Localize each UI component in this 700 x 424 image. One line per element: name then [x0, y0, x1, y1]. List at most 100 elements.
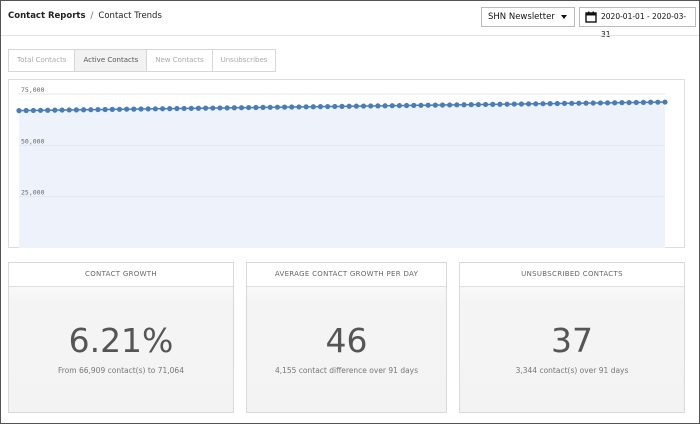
data-point: [152, 106, 158, 112]
stat-card-contact-growth: CONTACT GROWTH 6.21% From 66,909 contact…: [8, 262, 234, 413]
stat-card-detail: 3,344 contact(s) over 91 days: [515, 366, 629, 375]
data-point: [418, 102, 424, 108]
y-tick-label: 25,000: [21, 189, 45, 197]
data-point: [296, 104, 302, 110]
data-point: [267, 104, 273, 110]
data-point: [597, 100, 604, 106]
data-point: [540, 101, 546, 107]
data-point: [475, 101, 481, 108]
data-point: [468, 102, 474, 108]
data-point: [253, 104, 259, 111]
data-point: [325, 103, 331, 110]
data-point: [145, 106, 151, 112]
data-point: [504, 101, 510, 107]
data-point: [109, 106, 115, 112]
data-point: [576, 100, 582, 106]
data-point: [490, 101, 496, 107]
data-point: [159, 106, 166, 112]
data-point: [188, 105, 194, 111]
data-point: [317, 104, 324, 110]
data-point: [411, 102, 417, 108]
data-point: [303, 104, 309, 110]
data-point: [439, 102, 446, 108]
data-point: [260, 104, 266, 110]
data-point: [73, 107, 80, 113]
stat-card-value: 46: [325, 321, 368, 360]
data-point: [289, 104, 295, 110]
data-point: [547, 101, 553, 107]
tab-new-contacts[interactable]: New Contacts: [146, 49, 213, 72]
y-tick-label: 75,000: [21, 86, 45, 94]
chart-area-fill: [19, 102, 665, 248]
stat-card-value: 37: [551, 321, 593, 360]
data-point: [375, 103, 381, 109]
tab-active-contacts[interactable]: Active Contacts: [74, 49, 148, 72]
list-select[interactable]: SHN Newsletter: [481, 7, 575, 27]
data-point: [382, 103, 388, 109]
data-point: [88, 107, 94, 113]
data-point: [432, 102, 438, 108]
data-point: [174, 105, 180, 112]
calendar-icon: [585, 11, 597, 23]
data-point: [447, 102, 453, 108]
data-point: [81, 107, 87, 113]
breadcrumb: Contact Reports / Contact Trends: [8, 11, 162, 21]
date-range-value: 2020-01-01 - 2020-03-31: [601, 12, 687, 39]
data-point: [95, 106, 101, 113]
data-point: [353, 103, 359, 109]
data-point: [238, 105, 245, 111]
data-point: [66, 107, 72, 113]
stat-card-title: AVERAGE CONTACT GROWTH PER DAY: [247, 263, 446, 287]
stat-card-value: 6.21%: [68, 321, 174, 360]
data-point: [461, 102, 467, 108]
data-point: [210, 105, 216, 111]
data-point: [195, 105, 202, 111]
data-point: [518, 101, 525, 107]
data-point: [655, 99, 661, 105]
data-point: [231, 105, 237, 111]
data-point: [389, 103, 395, 109]
list-select-value: SHN Newsletter: [488, 12, 555, 22]
metric-tabs: Total Contacts Active Contacts New Conta…: [8, 49, 277, 72]
data-point: [23, 107, 29, 114]
tab-total-contacts[interactable]: Total Contacts: [8, 49, 76, 72]
stat-card-title: CONTACT GROWTH: [9, 263, 233, 287]
data-point: [167, 106, 173, 112]
data-point: [138, 106, 144, 112]
data-point: [604, 100, 611, 106]
tab-unsubscribes[interactable]: Unsubscribes: [211, 49, 277, 72]
data-point: [124, 106, 130, 112]
date-range-picker[interactable]: 2020-01-01 - 2020-03-31: [579, 7, 696, 39]
data-point: [554, 100, 560, 107]
data-point: [590, 100, 596, 106]
data-point: [648, 99, 654, 105]
stat-card-detail: 4,155 contact difference over 91 days: [274, 366, 419, 375]
data-point: [662, 99, 668, 105]
breadcrumb-root[interactable]: Contact Reports: [8, 11, 86, 21]
data-point: [626, 99, 632, 106]
data-point: [425, 102, 431, 108]
data-point: [274, 104, 280, 110]
data-point: [37, 107, 44, 113]
data-point: [533, 101, 539, 107]
data-point: [454, 102, 460, 108]
trend-chart-svg: 75,000 50,000 25,000: [16, 86, 668, 248]
data-point: [396, 102, 403, 109]
stat-card-detail: From 66,909 contact(s) to 71,064: [58, 366, 184, 375]
data-point: [116, 106, 123, 112]
data-point: [310, 104, 316, 110]
data-point: [30, 107, 36, 114]
stat-card-unsubscribed: UNSUBSCRIBED CONTACTS 37 3,344 contact(s…: [459, 262, 685, 413]
data-point: [203, 105, 209, 111]
data-point: [633, 99, 639, 106]
data-point: [45, 107, 51, 113]
trend-chart: 75,000 50,000 25,000: [8, 79, 685, 248]
data-point: [619, 100, 625, 106]
data-point: [16, 108, 22, 114]
data-point: [526, 101, 532, 107]
data-point: [131, 106, 137, 112]
data-point: [404, 102, 410, 109]
data-point: [511, 101, 517, 107]
data-point: [181, 105, 187, 112]
stat-card-avg-growth: AVERAGE CONTACT GROWTH PER DAY 46 4,155 …: [246, 262, 447, 413]
